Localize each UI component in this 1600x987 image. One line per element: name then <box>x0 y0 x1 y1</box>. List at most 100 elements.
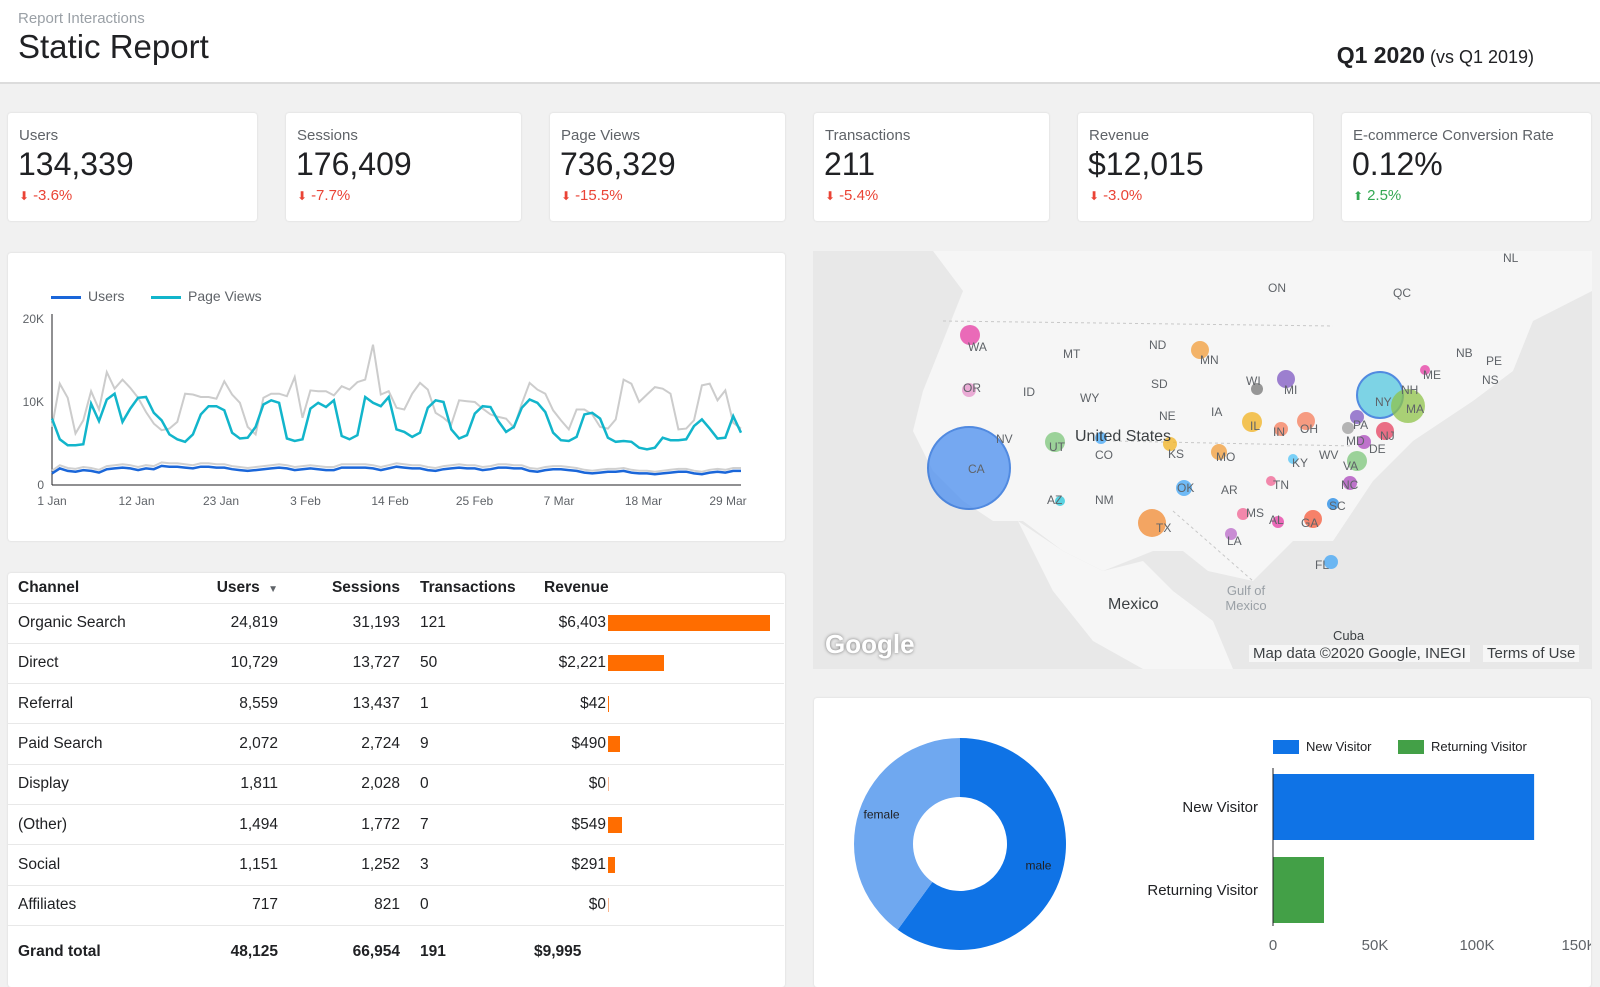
bar-new-visitor[interactable] <box>1273 774 1535 840</box>
channel-table: Channel Users ▼ Sessions Transactions Re… <box>8 573 784 978</box>
map-bubble[interactable] <box>1304 510 1322 528</box>
map-background <box>813 251 1592 669</box>
scorecard-delta: ⬇ -3.0% <box>1089 187 1142 204</box>
line-chart[interactable]: 0 10K 20K 1 Jan 12 Jan 23 Jan 3 Feb 14 Feb 25 Fe… <box>8 253 785 541</box>
cell-users: 1,151 <box>178 844 288 886</box>
table-row[interactable]: Paid Search 2,072 2,724 9 $490 <box>8 723 784 765</box>
map-region-label: WI <box>1246 374 1261 388</box>
map-bubble[interactable] <box>1211 444 1227 460</box>
column-header-revenue[interactable]: Revenue <box>544 578 609 596</box>
map-region-label: DE <box>1369 442 1386 456</box>
map-region-label: ND <box>1149 338 1167 352</box>
map-bubble[interactable] <box>1163 437 1177 451</box>
map-bubble[interactable] <box>927 426 1011 510</box>
map-bubble[interactable] <box>960 325 980 345</box>
map-region-label: CA <box>968 462 985 476</box>
date-range-comparison: (vs Q1 2019) <box>1429 47 1534 67</box>
table-row[interactable]: (Other) 1,494 1,772 7 $549 <box>8 803 784 845</box>
map-bubble[interactable] <box>1242 412 1262 432</box>
map-bubble[interactable] <box>1343 476 1357 490</box>
geo-map[interactable]: ON QC NL NB PE NS MT ND MN SD WY ID NE IA CO KS MO OK AR NM… <box>813 251 1592 669</box>
map-region-label: SD <box>1151 377 1168 391</box>
cell-transactions: 9 <box>410 723 534 765</box>
bar-chart[interactable]: New Visitor Returning Visitor New Visitor R… <box>1074 698 1591 987</box>
legend-label-users[interactable]: Users <box>88 288 125 304</box>
total-users: 48,125 <box>178 924 288 978</box>
map-bubble[interactable] <box>1055 496 1065 506</box>
map-bubble[interactable] <box>1095 432 1107 444</box>
cell-sessions: 1,772 <box>288 803 410 845</box>
donut-slice-female[interactable] <box>854 738 960 930</box>
series-line-users[interactable] <box>51 464 741 476</box>
map-bubble[interactable] <box>1045 432 1065 452</box>
column-header-sessions[interactable]: Sessions <box>331 578 400 596</box>
map-bubble[interactable] <box>1350 410 1364 424</box>
total-revenue: $9,995 <box>534 924 784 978</box>
map-bubble[interactable] <box>1324 555 1338 569</box>
table-row[interactable]: Affiliates 717 821 0 $0 <box>8 884 784 926</box>
map-region-label: AZ <box>1047 493 1063 507</box>
map-bubble[interactable] <box>1347 451 1367 471</box>
map-bubble[interactable] <box>1376 422 1394 440</box>
map-bubble[interactable] <box>1342 422 1354 434</box>
cell-channel: Paid Search <box>8 723 178 765</box>
legend-label-page-views[interactable]: Page Views <box>188 288 262 304</box>
column-header-users-label: Users <box>216 578 260 596</box>
map-region-label: MO <box>1216 450 1236 464</box>
column-header-channel[interactable]: Channel <box>18 578 80 596</box>
map-bubble[interactable] <box>1176 480 1192 496</box>
map-bubble[interactable] <box>1266 476 1276 486</box>
map-region-label: MT <box>1063 347 1081 361</box>
map-bubble[interactable] <box>1237 508 1249 520</box>
map-bubble[interactable] <box>1138 509 1166 537</box>
legend-label-returning-visitor[interactable]: Returning Visitor <box>1431 739 1528 754</box>
date-range[interactable]: Q1 2020 (vs Q1 2019) <box>1337 42 1534 69</box>
map-bubble[interactable] <box>1420 365 1430 375</box>
table-row[interactable]: Organic Search 24,819 31,193 121 $6,403 <box>8 602 784 644</box>
map-bubble[interactable] <box>1391 389 1425 423</box>
map-region-label: OK <box>1177 481 1195 495</box>
arrow-down-icon: ⬇ <box>1089 189 1100 203</box>
table-row[interactable]: Social 1,151 1,252 3 $291 <box>8 844 784 886</box>
x-tick-label: 50K <box>1362 937 1389 954</box>
scorecard-delta: ⬇ -15.5% <box>561 187 623 204</box>
map-region-label: SC <box>1329 499 1346 513</box>
map-bubble[interactable] <box>1357 435 1371 449</box>
scorecard-conversion-rate: E-commerce Conversion Rate 0.12% ⬆ 2.5% <box>1342 113 1591 221</box>
bar-returning-visitor[interactable] <box>1273 857 1324 923</box>
table-total-row: Grand total 48,125 66,954 191 $9,995 <box>8 924 784 978</box>
legend-label-new-visitor[interactable]: New Visitor <box>1306 739 1372 754</box>
map-bubble[interactable] <box>962 383 976 397</box>
delta-value: -5.4% <box>839 187 879 204</box>
map-bubble[interactable] <box>1274 422 1288 436</box>
map-country-label: Mexico <box>1108 596 1159 613</box>
table-row[interactable]: Direct 10,729 13,727 50 $2,221 <box>8 642 784 684</box>
column-header-users[interactable]: Users ▼ <box>178 573 288 603</box>
timeseries-card: Users Page Views 0 10K 20K 1 Jan 12 Jan 23 Ja… <box>8 253 785 541</box>
map-bubble[interactable] <box>1225 528 1237 540</box>
column-header-transactions[interactable]: Transactions <box>420 578 516 596</box>
table-row[interactable]: Referral 8,559 13,437 1 $42 <box>8 683 784 724</box>
map-bubble[interactable] <box>1272 516 1284 528</box>
map-bubble[interactable] <box>1297 412 1315 430</box>
cell-revenue: $42 <box>534 683 784 724</box>
cell-transactions: 121 <box>410 602 534 644</box>
map-bubble[interactable] <box>1251 383 1263 395</box>
map-region-label: QC <box>1393 286 1411 300</box>
map-region-label: IN <box>1273 425 1285 439</box>
map-terms-link[interactable]: Terms of Use <box>1483 645 1580 662</box>
table-row[interactable]: Display 1,811 2,028 0 $0 <box>8 763 784 805</box>
series-line-users-comparison[interactable] <box>51 461 741 473</box>
legend-swatch-users <box>51 296 81 299</box>
map-bubble[interactable] <box>1288 454 1298 464</box>
cell-users: 24,819 <box>178 602 288 644</box>
cell-transactions: 0 <box>410 763 534 805</box>
series-line-page-views[interactable] <box>50 391 743 451</box>
map-bubble[interactable] <box>1277 370 1295 388</box>
donut-slice-male[interactable] <box>897 738 1066 950</box>
map-bubble[interactable] <box>1191 341 1209 359</box>
series-line-comparison[interactable] <box>51 344 742 437</box>
cell-revenue: $6,403 <box>534 602 784 644</box>
map-bubble[interactable] <box>1327 498 1339 510</box>
donut-chart[interactable]: male female <box>814 698 1074 987</box>
